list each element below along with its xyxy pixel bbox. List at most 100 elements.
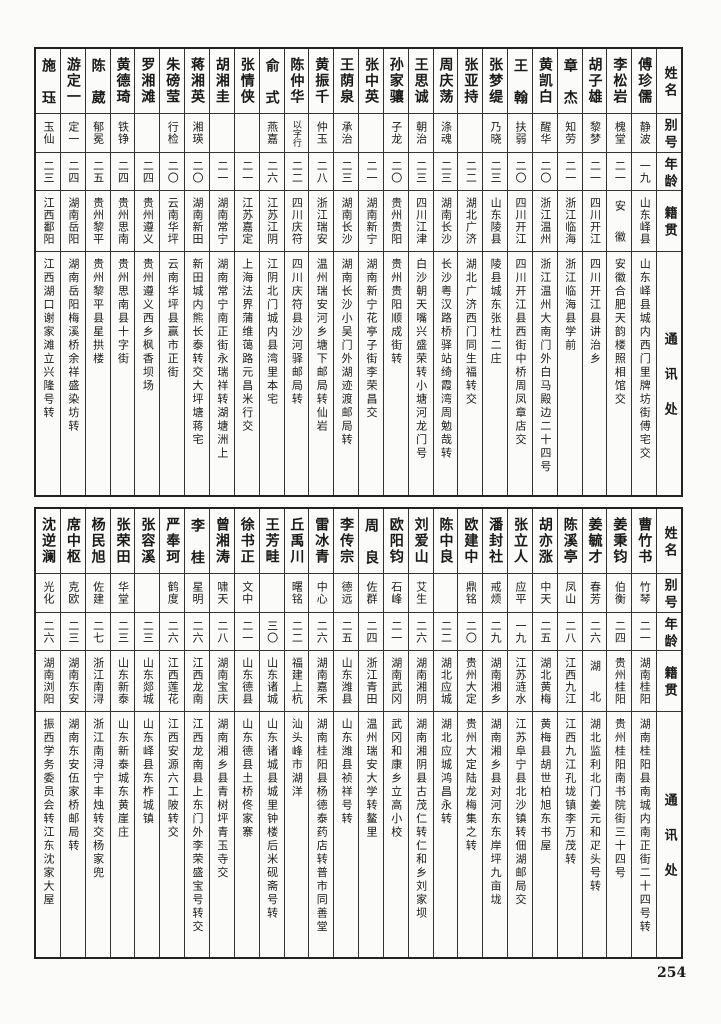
person-alias: 佐群: [359, 574, 383, 613]
person-column: 张荣田 华堂 二三 山东新泰 山东新泰城东黄崖庄: [109, 509, 135, 957]
person-column: 陈葳 郁冕 二五 贵州黎平 贵州黎平县星拱楼: [84, 49, 110, 495]
person-address: 湖南湘乡县对河东东岸坪九亩垅: [489, 718, 503, 907]
person-origin: 山东陵县: [483, 191, 508, 252]
person-origin: 安徽: [607, 191, 632, 262]
person-address: 江西安源六工陂转交: [166, 718, 180, 840]
person-column: 李传宗 德远 二五 山东潍县 山东潍县祯祥号转: [333, 509, 359, 957]
person-alias: 扶弱: [508, 114, 532, 153]
person-age: 二〇: [532, 153, 557, 191]
person-alias: [359, 114, 383, 153]
person-name: 潘封社: [483, 509, 508, 574]
person-column: 张立人 应平 一九 江苏涟水 江苏阜宁县北沙镇转佃湖邮局交: [507, 509, 532, 957]
person-age: 二二: [284, 613, 309, 651]
person-column: 李桂 星明 二六 江西龙南 江西龙南县上东门外李荣盛宝号转交: [184, 509, 209, 957]
person-origin: 江西龙南: [185, 651, 209, 712]
person-address: 湖南东安伍家桥邮局转: [66, 718, 80, 853]
person-address: 武冈和康乡立高小校: [389, 718, 403, 840]
person-address: 长沙粤汉路桥驿站绮霞湾周勉哉转: [439, 258, 453, 461]
person-alias: 克欧: [60, 574, 85, 613]
person-origin: 湖南武冈: [383, 651, 408, 712]
person-origin: 浙江青田: [359, 651, 383, 712]
person-alias: 啸天: [209, 574, 234, 613]
person-origin: 山东诸城: [259, 651, 284, 712]
person-column: 张情侠 二一 江苏嘉定 上海法界蒲维蔼路元昌米行交: [233, 49, 259, 495]
person-address: 湖南桂阳县杨德泰药店转普市同善堂: [315, 718, 329, 934]
person-origin: 浙江临海: [557, 191, 582, 252]
person-age: 二三: [408, 153, 433, 191]
person-name: 陈中良: [433, 509, 458, 574]
person-age: 二〇: [185, 153, 209, 191]
person-column: 黄凯白 醒华 二〇 浙江温州 浙江温州大南门外白马殿边二十四号: [531, 49, 557, 495]
person-column: 欧阳钧 石峰 二一 湖南武冈 武冈和康乡立高小校: [382, 509, 408, 957]
person-column: 徐书正 文中 二一 山东德县 山东德县土桥佟家寨: [233, 509, 259, 957]
person-alias: 仲玉: [309, 114, 334, 153]
person-address: 四川开江县讲治乡: [588, 258, 602, 366]
person-address: 浙江温州大南门外白马殿边二十四号: [538, 258, 552, 474]
person-alias: [135, 574, 160, 613]
person-address: 四川开江县西街中桥周凤章店交: [514, 258, 528, 447]
person-name: 张梦缇: [483, 49, 508, 114]
person-column: 蒋湘英 湘瑛 二〇 湖南新田 新田城内熊长泰转交大坪塘蒋宅: [184, 49, 209, 495]
person-address: 山东峄县城内西门里牌坊街傅宅交: [638, 258, 652, 461]
person-address: 新田城内熊长泰转交大坪塘蒋宅: [191, 258, 205, 447]
person-age: 二六: [36, 613, 60, 651]
person-alias: 静波: [632, 114, 657, 153]
header-column: 姓名 别号 年龄 籍贯 通讯处: [656, 49, 681, 495]
person-name: 张中英: [359, 49, 383, 114]
person-name: 欧建中: [458, 509, 483, 574]
person-column: 王荫泉 承治 二三 湖南长沙 湖南长沙小吴门外湖迹渡邮局转: [333, 49, 359, 495]
person-origin: 江苏嘉定: [234, 191, 259, 252]
person-address: 湖南常宁南正街永瑞祥转湖塘洲上: [215, 258, 229, 461]
person-address: 山东诸城县城里钟楼后米砚斋号转: [265, 718, 279, 921]
person-alias: 曙铭: [284, 574, 309, 613]
person-address: 浙江临海县学前: [563, 258, 577, 353]
person-origin: 江西鄱阳: [36, 191, 60, 252]
person-name: 胡湘圭: [209, 49, 234, 114]
person-alias: 春芳: [582, 574, 607, 613]
header-address: 通讯处: [661, 332, 677, 437]
person-column: 陈仲华 以字行 二二 四川庆符 四川庆符县沙河驿邮局转: [283, 49, 309, 495]
person-address: 湖南岳阳梅溪桥余祥盛染坊转: [66, 258, 80, 434]
person-name: 曹竹书: [632, 509, 657, 574]
person-alias: 德远: [334, 574, 359, 613]
person-alias: 醒华: [532, 114, 557, 153]
person-alias: [433, 574, 458, 613]
person-age: 二二: [458, 153, 483, 191]
person-address: 四川庆符县沙河驿邮局转: [290, 258, 304, 407]
person-name: 陈溪亭: [557, 509, 582, 574]
header-age: 年龄: [657, 153, 681, 191]
person-name: 王荫泉: [334, 49, 359, 114]
person-alias: 应平: [508, 574, 532, 613]
person-column: 席中枢 克欧 二三 湖南东安 湖南东安伍家桥邮局转: [59, 509, 85, 957]
person-alias: 中天: [532, 574, 557, 613]
person-column: 姜秉钧 伯衡 二四 贵州桂阳 贵州桂阳南书院街三十四号: [606, 509, 632, 957]
person-alias: 槐堂: [607, 114, 632, 153]
person-column: 黄德琦 铁铮 二四 贵州思南 贵州思南县十字街: [109, 49, 135, 495]
person-origin: 贵州黎平: [85, 191, 110, 252]
person-address: 山东德县土桥佟家寨: [240, 718, 254, 840]
person-alias: 华堂: [110, 574, 135, 613]
person-age: 二六: [259, 153, 284, 191]
person-age: 二一: [234, 613, 259, 651]
person-age: 二三: [60, 613, 85, 651]
person-address: 温州瑞安大学转鳌里: [364, 718, 378, 840]
person-address: 浙江南浔宁丰烛转交杨家兜: [91, 718, 105, 880]
person-name: 陈葳: [85, 49, 110, 122]
person-origin: 湖北应城: [433, 651, 458, 712]
person-address: 云南华坪县赢市正街: [166, 258, 180, 380]
person-name: 李松岩: [607, 49, 632, 114]
person-column: 王翰 扶弱 二〇 四川开江 四川开江县西街中桥周凤章店交: [507, 49, 532, 495]
person-address: 陵县城东张杜二庄: [489, 258, 503, 366]
header-name: 姓名: [657, 49, 681, 114]
person-origin: 四川庆符: [284, 191, 309, 252]
person-address: 白沙朝天嘴兴盛荣转小塘河龙门号: [414, 258, 428, 461]
person-name: 王翰: [508, 49, 532, 122]
person-alias: [259, 574, 284, 613]
person-alias: 光化: [36, 574, 60, 613]
person-age: 二〇: [160, 153, 185, 191]
person-name: 姜秉钧: [607, 509, 632, 574]
person-address: 黄梅县胡世柏旭东书屋: [538, 718, 552, 853]
person-name: 章杰: [557, 49, 582, 122]
person-address: 湖南湘阴县古茂仁转仁和乡刘家坝: [414, 718, 428, 921]
person-address: 贵州遵义西乡枫香坝场: [141, 258, 155, 393]
